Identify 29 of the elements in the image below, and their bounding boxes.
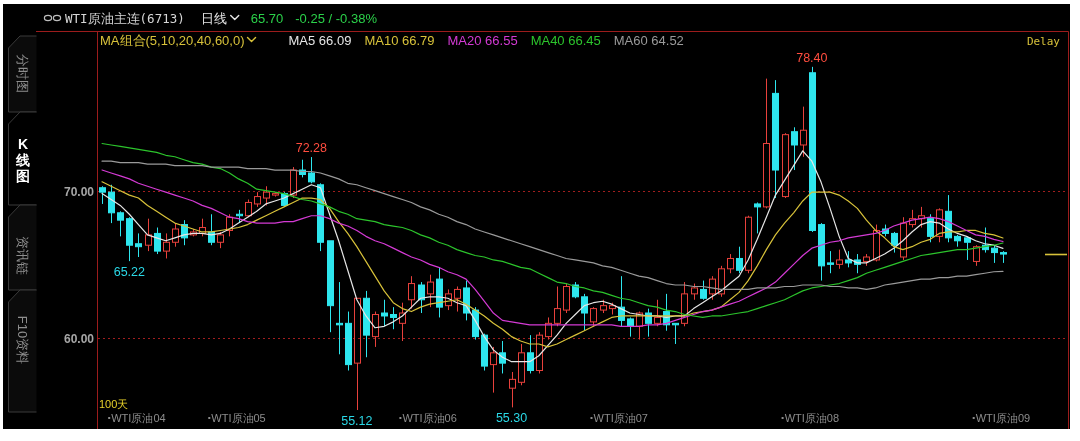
text: -0.25 / -0.38% (295, 10, 378, 26)
x-tick-label: WTI原油07 (593, 412, 648, 424)
text: MA20 66.55 (447, 32, 518, 48)
legend-title: MA组合(5,10,20,40,60,0) (100, 32, 245, 48)
text: MA5 66.09 (288, 32, 352, 48)
annotation: 100天 (99, 398, 129, 410)
x-tick-label: WTI原油09 (975, 412, 1031, 424)
y-tick-label: 70.00 (63, 184, 95, 199)
text: 78.40 (796, 50, 828, 65)
text: 55.12 (341, 414, 373, 429)
x-tick-label: WTI原油04 (111, 412, 166, 424)
text: 55.30 (495, 411, 528, 426)
text: 资讯链 (14, 235, 30, 275)
text: 65.22 (113, 265, 145, 280)
text: MA10 66.79 (364, 32, 435, 48)
text: MA60 64.52 (613, 32, 684, 48)
y-tick-label: 60.00 (63, 331, 95, 346)
text: Delay (1026, 34, 1061, 48)
text: 72.28 (295, 141, 327, 156)
text: F10资料 (14, 315, 30, 365)
x-tick-label: WTI原油06 (402, 412, 457, 424)
text: 日线 (200, 10, 227, 26)
x-tick-label: WTI原油08 (784, 412, 840, 424)
chart-title: WTI原油主连(6713) (65, 10, 185, 26)
text: MA40 66.45 (530, 32, 601, 48)
text: 65.70 (250, 10, 284, 26)
text: K线图 (15, 136, 30, 184)
text: 分时图 (14, 53, 30, 93)
x-tick-label: WTI原油05 (211, 412, 266, 424)
